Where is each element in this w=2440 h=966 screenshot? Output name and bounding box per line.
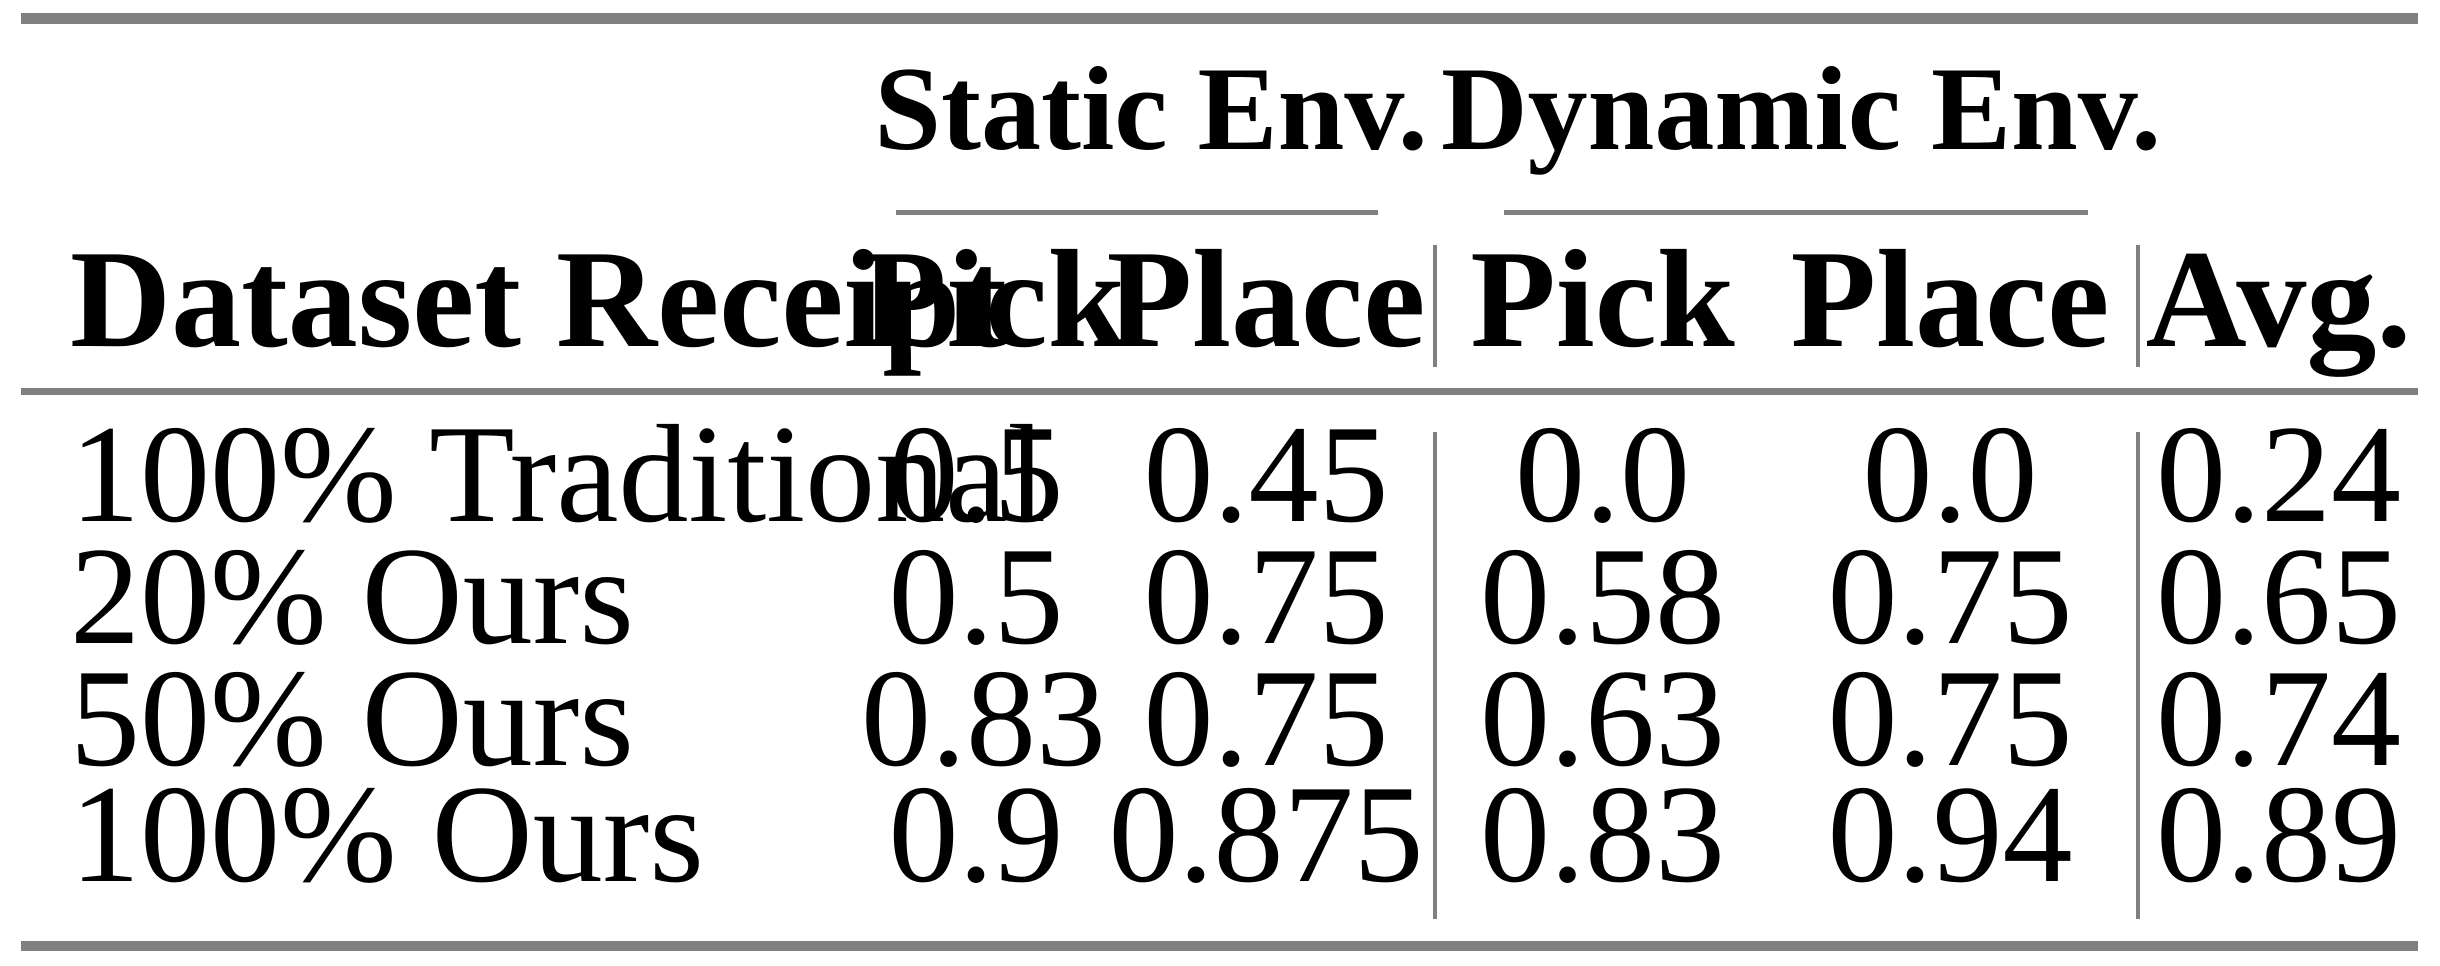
dynamic-place-value: 0.94 [1827, 757, 2073, 912]
static-env-cmidrule [896, 210, 1378, 215]
column-separator-1-header [1433, 245, 1437, 367]
row-label: 20% Ours [70, 519, 634, 674]
mid-rule [21, 388, 2418, 395]
static-place-value: 0.875 [1108, 757, 1424, 912]
avg-value: 0.24 [2156, 397, 2401, 552]
avg-header: Avg. [2145, 222, 2412, 377]
static-place-value: 0.75 [1143, 519, 1389, 674]
dynamic-pick-value: 0.0 [1515, 397, 1690, 552]
dynamic-place-value: 0.75 [1827, 519, 2073, 674]
dynamic-place-header: Place [1790, 222, 2110, 377]
avg-value: 0.65 [2156, 519, 2401, 674]
column-separator-2-body [2136, 432, 2140, 919]
column-separator-1-body [1433, 432, 1437, 919]
dynamic-place-value: 0.75 [1827, 641, 2073, 796]
static-pick-value: 0.83 [861, 641, 1106, 796]
table-row: 20% Ours 0.5 0.75 0.58 0.75 0.65 [21, 527, 2421, 667]
row-label: 100% Ours [70, 757, 704, 912]
row-label: 100% Traditional [70, 397, 1047, 552]
static-place-header: Place [1106, 222, 1426, 377]
top-rule [21, 13, 2418, 24]
dynamic-pick-value: 0.58 [1480, 519, 1725, 674]
static-place-value: 0.75 [1143, 641, 1389, 796]
static-env-group-header: Static Env. [874, 42, 1428, 175]
table-row: 100% Traditional 0.5 0.45 0.0 0.0 0.24 [21, 405, 2421, 545]
bottom-rule [21, 941, 2418, 951]
dynamic-env-cmidrule [1504, 210, 2088, 215]
column-header-row: Dataset Receipt Pick Place Pick Place Av… [21, 230, 2421, 370]
static-pick-value: 0.5 [888, 397, 1064, 552]
avg-value: 0.74 [2156, 641, 2401, 796]
static-pick-value: 0.5 [888, 519, 1064, 674]
static-pick-value: 0.9 [888, 757, 1064, 912]
dataset-receipt-header: Dataset Receipt [70, 222, 1007, 377]
dynamic-place-value: 0.0 [1862, 397, 2038, 552]
dynamic-env-group-header: Dynamic Env. [1441, 42, 2162, 175]
table-row: 50% Ours 0.83 0.75 0.63 0.75 0.74 [21, 649, 2421, 789]
static-pick-header: Pick [861, 222, 1126, 377]
row-label: 50% Ours [70, 641, 634, 796]
group-header-row: Static Env. Dynamic Env. [21, 49, 2421, 169]
dynamic-pick-value: 0.83 [1480, 757, 1725, 912]
column-separator-2-header [2136, 245, 2140, 367]
avg-value: 0.89 [2156, 757, 2401, 912]
dynamic-pick-value: 0.63 [1480, 641, 1725, 796]
static-place-value: 0.45 [1143, 397, 1389, 552]
table-row: 100% Ours 0.9 0.875 0.83 0.94 0.89 [21, 765, 2421, 905]
dynamic-pick-header: Pick [1470, 222, 1735, 377]
